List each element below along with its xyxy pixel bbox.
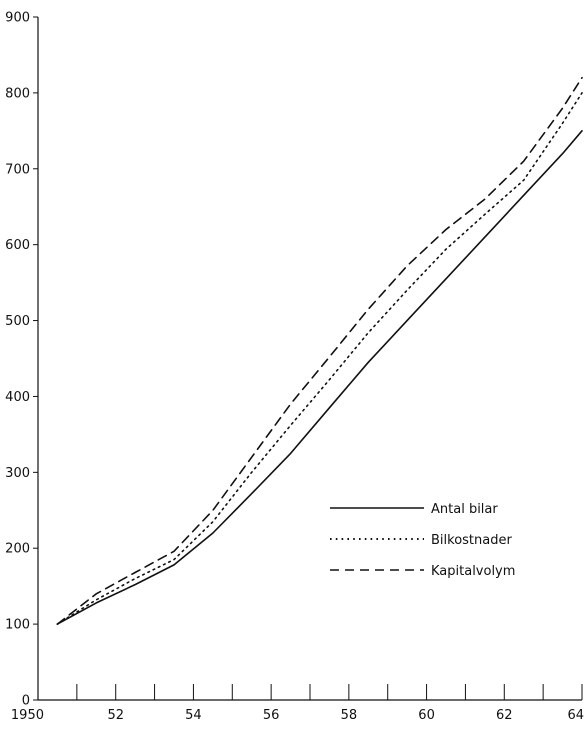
legend-label: Antal bilar — [431, 502, 498, 517]
x-tick-label: 56 — [263, 708, 280, 723]
series-group — [56, 76, 583, 625]
y-tick-label: 300 — [5, 466, 30, 481]
y-tick-label: 700 — [5, 162, 30, 177]
legend-label: Kapitalvolym — [431, 564, 515, 579]
y-tick-label: 200 — [5, 542, 30, 557]
y-tick-label: 900 — [5, 11, 30, 26]
axes: 0 100 200 300 400 500 600 700 800 900 1950 52 54 56 58… — [5, 11, 584, 724]
y-tick-label: 0 — [22, 694, 30, 709]
legend-label: Bilkostnader — [431, 533, 512, 548]
legend: Antal bilar Bilkostnader Kapitalvolym — [330, 502, 515, 579]
y-tick-label: 500 — [5, 314, 30, 329]
series-line-kapitalvolym — [56, 76, 583, 625]
x-tick-label: 1950 — [11, 708, 44, 723]
x-tick-label: 62 — [496, 708, 513, 723]
x-tick-label: 58 — [341, 708, 358, 723]
y-tick-label: 800 — [5, 86, 30, 101]
y-tick-label: 100 — [5, 618, 30, 633]
x-tick-label: 60 — [418, 708, 435, 723]
y-tick-label: 400 — [5, 390, 30, 405]
x-tick-label: 52 — [107, 708, 124, 723]
series-line-antal-bilar — [56, 130, 583, 625]
y-tick-label: 600 — [5, 238, 30, 253]
x-tick-label: 54 — [185, 708, 202, 723]
series-line-bilkostnader — [56, 92, 583, 625]
x-tick-label: 64 — [567, 708, 584, 723]
